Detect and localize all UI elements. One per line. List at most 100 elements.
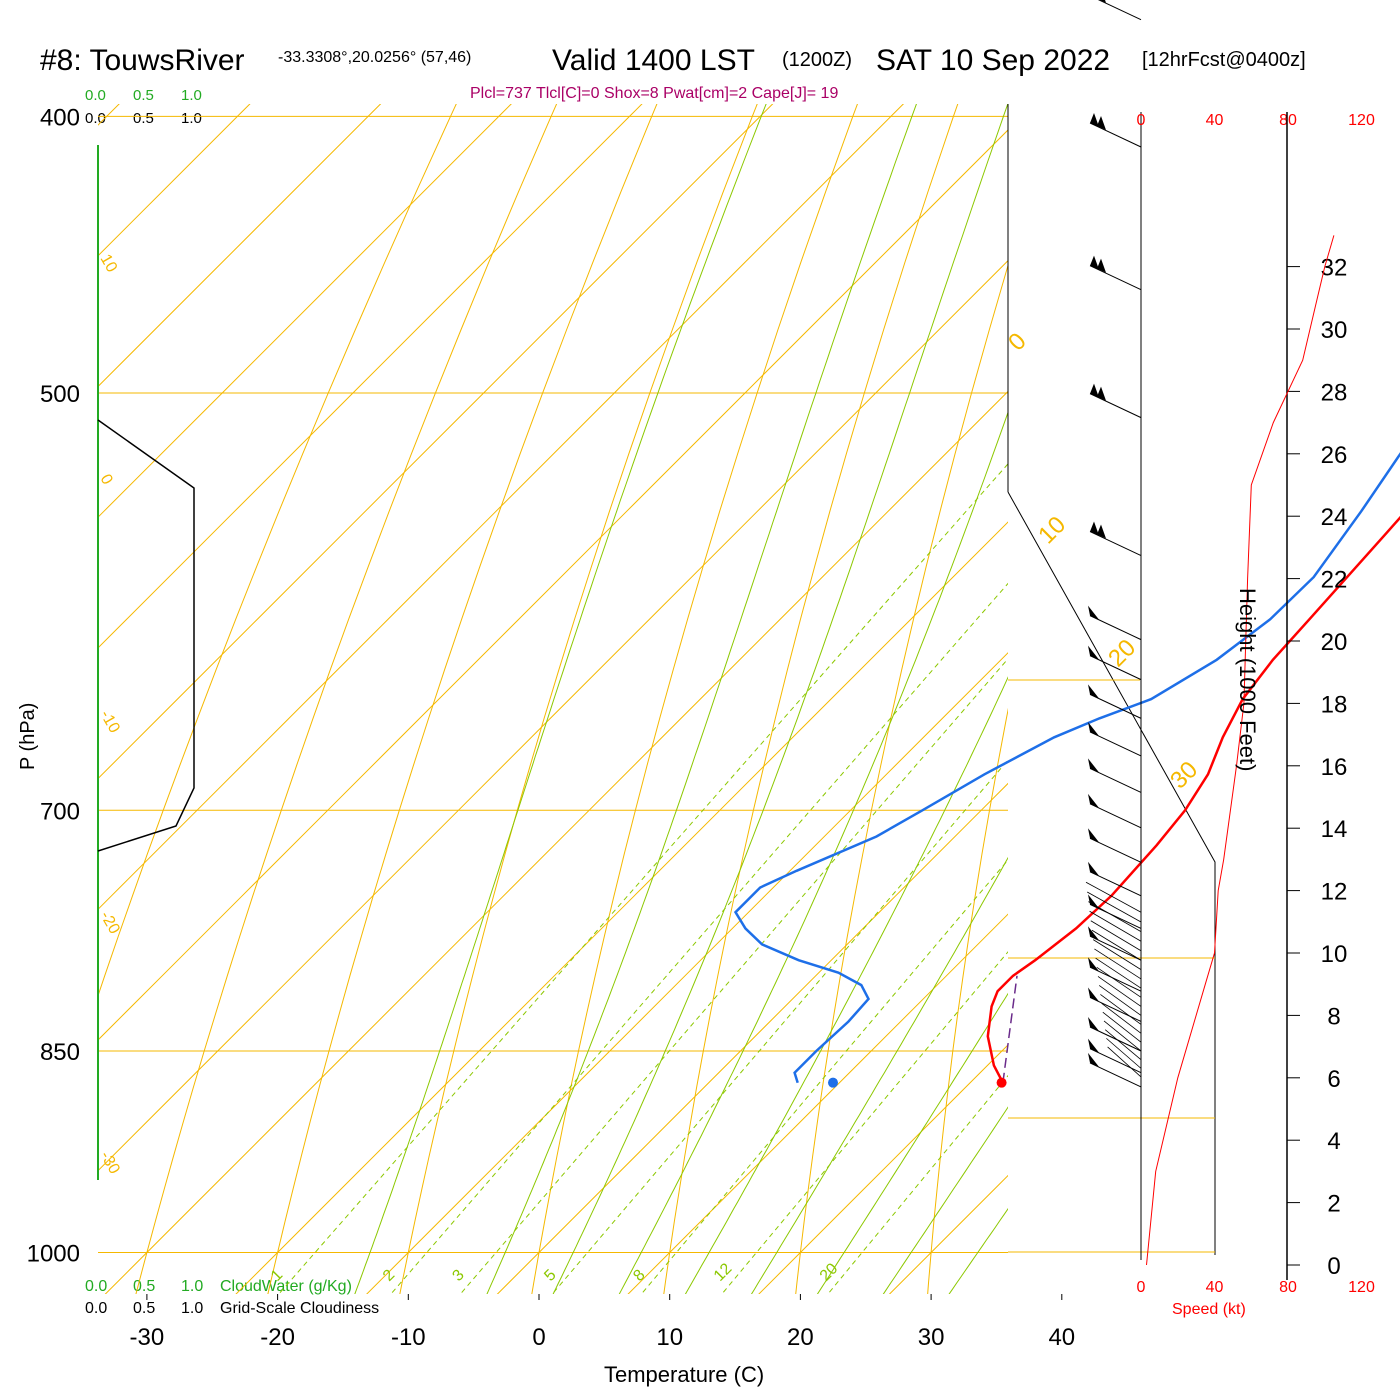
moist-adiabat (882, 1106, 1008, 1294)
wind-pennant (1088, 793, 1099, 808)
cloud-bottom-black-2: 1.0 (181, 1300, 203, 1317)
isotherm-label: -20 (97, 909, 123, 938)
moist-adiabat (948, 1207, 1008, 1294)
pressure-label: 850 (40, 1039, 80, 1066)
wind-barb (1089, 997, 1142, 1022)
pressure-label: 400 (40, 104, 80, 131)
wind-barb (1089, 935, 1142, 961)
isotherm-line (627, 913, 1008, 1294)
isotherm-label: 0 (97, 472, 116, 488)
cloud-bottom-green-0: 0.0 (85, 1278, 107, 1295)
sounding-profiles (733, 452, 1400, 1088)
isotherm-line (98, 129, 1008, 1041)
wind-barb (1107, 1046, 1142, 1078)
mixing-ratio-line (459, 658, 1008, 1294)
wind-pennant (1090, 521, 1099, 536)
wind-pennant (1090, 112, 1099, 127)
surface-temperature-marker (996, 1077, 1007, 1088)
parcel-profile (1002, 975, 1018, 1083)
x-tick-label: -10 (391, 1324, 426, 1351)
wind-speed-profile (1146, 235, 1335, 1266)
dry-adiabat (98, 104, 457, 998)
wind-barb (1089, 966, 1142, 992)
height-tick-label: 10 (1321, 941, 1348, 968)
isotherm-line (98, 259, 1008, 1172)
temperature-profile (986, 515, 1400, 1084)
wind-barb (1087, 891, 1142, 923)
x-axis-label: Temperature (C) (604, 1362, 764, 1387)
wind-panel-boundary (1007, 491, 1216, 1255)
wind-barb (1089, 615, 1142, 641)
isotherm-line (98, 104, 512, 518)
isotherm-line (104, 390, 1008, 1294)
forecast-date: SAT 10 Sep 2022 (876, 44, 1110, 77)
wind-barb (1097, 976, 1142, 1007)
wind-pennant (1088, 758, 1099, 773)
wind-barb (1089, 910, 1142, 942)
wind-barb (1102, 1011, 1142, 1043)
wind-barb (1091, 929, 1142, 961)
x-tick-label: 0 (532, 1324, 545, 1351)
isotherm-right-label: 0 (1003, 328, 1032, 357)
height-tick-label: 6 (1327, 1066, 1340, 1093)
wind-barb (1095, 957, 1142, 989)
height-tick-label: 32 (1321, 255, 1348, 282)
cloud-top-black-0: 0.0 (85, 110, 106, 127)
wind-pennant (1088, 605, 1099, 620)
moist-adiabat (684, 676, 1008, 1294)
wind-barb (1089, 122, 1142, 148)
wind-speed-tick-bottom: 40 (1206, 1279, 1224, 1296)
wind-pennant (1088, 721, 1099, 736)
wind-barb (1103, 1020, 1142, 1052)
mixing-ratio-label: 2 (380, 1266, 398, 1284)
isotherm-right-label: 30 (1165, 756, 1203, 794)
moist-adiabat (816, 992, 1008, 1294)
surface-dewpoint-marker (827, 1077, 838, 1088)
temperature-axis: -30 -20 -10 0 10 20 30 40 (130, 1294, 1075, 1351)
wind-pennant (1088, 1038, 1099, 1053)
dry-adiabat (267, 104, 658, 1294)
cloud-top-black-2: 1.0 (181, 110, 202, 127)
cloud-top-green-1: 0.5 (133, 87, 154, 104)
height-axis-label: Height (1000 Feet) (1235, 588, 1260, 771)
utc-time: (1200Z) (782, 49, 852, 71)
wind-pennant (1097, 524, 1106, 539)
wind-pennant (1088, 828, 1099, 843)
wind-barb (1097, 0, 1142, 21)
x-tick-label: 40 (1048, 1324, 1075, 1351)
wind-barb (1089, 393, 1142, 419)
wind-barb (1085, 881, 1142, 913)
wind-speed-tick-top: 40 (1206, 112, 1224, 129)
wind-speed-tick-top: 80 (1279, 112, 1297, 129)
isotherm-label: 10 (97, 252, 121, 276)
dry-adiabat (531, 104, 858, 1294)
isotherm-right-label: 20 (1103, 634, 1141, 672)
isotherm-line (1001, 0, 1400, 1313)
wind-pennant (1090, 383, 1099, 398)
cloud-scale-top: 0.0 0.5 1.0 0.0 0.5 1.0 (85, 87, 202, 127)
wind-barb (1089, 655, 1142, 681)
moist-adiabat (618, 410, 1008, 1294)
wind-barb (1098, 985, 1142, 1016)
wind-barb (1090, 920, 1142, 952)
isotherm-line (98, 104, 120, 126)
height-tick-label: 18 (1321, 691, 1348, 718)
mixing-ratio-line (390, 582, 1008, 1294)
wind-pennant (1088, 645, 1099, 660)
x-tick-label: 20 (787, 1324, 814, 1351)
wind-pennant (1097, 386, 1106, 401)
x-tick-label: -20 (260, 1324, 295, 1351)
wind-barb (1096, 967, 1142, 998)
isotherm-line (235, 521, 1008, 1294)
dry-adiabat (663, 104, 959, 1294)
moist-adiabat (486, 104, 917, 1294)
isotherm-line (758, 1044, 1008, 1294)
wind-pennant (1088, 957, 1099, 972)
isotherm-line (98, 104, 774, 780)
wind-pennant (1097, 258, 1106, 273)
dry-adiabat (135, 104, 558, 1294)
wind-barb (1089, 871, 1142, 897)
wind-barb (1106, 1038, 1142, 1069)
wind-pennant (1088, 861, 1099, 876)
